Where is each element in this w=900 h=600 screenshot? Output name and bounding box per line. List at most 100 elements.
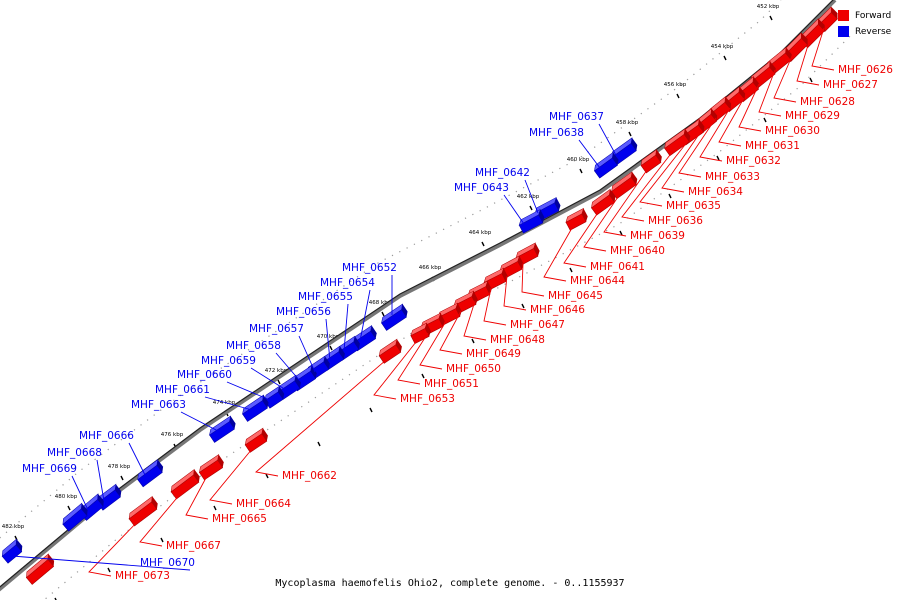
forward-gene-label: MHF_0647 (510, 319, 565, 331)
forward-label-leader (563, 210, 600, 268)
tick-mark (628, 131, 632, 137)
forward-label-leader (603, 169, 648, 237)
forward-label-leader (419, 322, 446, 370)
forward-label-leader (661, 129, 703, 193)
forward-gene-label: MHF_0634 (688, 186, 743, 198)
reverse-gene-block (62, 502, 88, 532)
reverse-swatch (838, 26, 849, 37)
legend: Forward Reverse (838, 8, 891, 40)
forward-gene-label: MHF_0641 (590, 261, 645, 273)
forward-gene-block (611, 171, 638, 200)
tick-mark (381, 311, 385, 317)
forward-label-leader (621, 150, 674, 222)
forward-label-leader (463, 300, 487, 341)
forward-label-leader (773, 55, 797, 103)
reverse-gene-block (1, 538, 23, 564)
tick-mark (769, 15, 773, 21)
reverse-gene-label: MHF_0661 (155, 384, 210, 396)
forward-gene-label: MHF_0650 (446, 363, 501, 375)
forward-label-leader (718, 97, 745, 147)
reverse-label-leader (71, 475, 89, 511)
forward-gene-label: MHF_0673 (115, 570, 170, 582)
forward-gene-label: MHF_0627 (823, 79, 878, 91)
forward-gene-label: MHF_0665 (212, 513, 267, 525)
legend-label-reverse: Reverse (855, 26, 892, 37)
forward-gene-block (378, 338, 402, 364)
reverse-label-leader (524, 179, 539, 214)
reverse-label-leader (275, 352, 301, 382)
tick-mark (277, 379, 281, 385)
forward-label-leader (738, 83, 762, 132)
forward-gene-label: MHF_0626 (838, 64, 893, 76)
forward-gene-label: MHF_0644 (570, 275, 625, 287)
forward-gene-label: MHF_0631 (745, 140, 800, 152)
forward-gene-block (128, 495, 158, 527)
tick-mark (529, 205, 533, 211)
forward-gene-block (565, 207, 588, 231)
tick-label: 472 kbp (265, 368, 288, 374)
forward-gene-label: MHF_0636 (648, 215, 703, 227)
forward-label-leader (796, 41, 820, 86)
forward-label-leader (811, 27, 835, 71)
forward-gene-block (591, 188, 616, 216)
reverse-gene-label: MHF_0663 (131, 399, 186, 411)
tick-mark (421, 373, 425, 379)
reverse-gene-label: MHF_0655 (298, 291, 353, 303)
tick-label: 466 kbp (419, 265, 442, 271)
tick-label: 458 kbp (616, 120, 639, 126)
forward-gene-label: MHF_0645 (548, 290, 603, 302)
tick-label: 454 kbp (711, 44, 734, 50)
reverse-gene-label: MHF_0643 (454, 182, 509, 194)
reverse-label-leader (343, 303, 349, 352)
outer-dotted-track (0, 0, 782, 539)
forward-gene-label: MHF_0639 (630, 230, 685, 242)
tick-label: 456 kbp (664, 82, 687, 88)
tick-mark (54, 597, 57, 600)
reverse-label-leader (128, 442, 147, 478)
tick-label: 470 kbp (317, 334, 340, 340)
forward-gene-block (170, 468, 200, 500)
legend-item-forward: Forward (838, 8, 891, 23)
tick-mark (107, 567, 111, 573)
reverse-gene-label: MHF_0638 (529, 127, 584, 139)
forward-gene-label: MHF_0653 (400, 393, 455, 405)
reverse-gene-block (264, 385, 285, 409)
tick-mark (265, 473, 269, 479)
reverse-label-leader (598, 123, 618, 158)
forward-gene-label: MHF_0651 (424, 378, 479, 390)
forward-label-leader (639, 140, 689, 207)
backbone-edge (0, 0, 834, 588)
reverse-label-leader (96, 459, 105, 502)
reverse-gene-label: MHF_0668 (47, 447, 102, 459)
tick-mark (569, 267, 573, 273)
forward-label-leader (209, 448, 253, 505)
tick-mark (668, 193, 672, 199)
reverse-gene-block (137, 459, 164, 488)
backbone-layer (0, 0, 837, 592)
reverse-gene-label: MHF_0669 (22, 463, 77, 475)
forward-gene-block (25, 553, 55, 585)
tick-mark (120, 475, 124, 481)
reverse-label-leader (298, 335, 316, 373)
forward-gene-block (244, 427, 268, 453)
reverse-label-leader (11, 555, 191, 571)
reverse-gene-label: MHF_0657 (249, 323, 304, 335)
reverse-gene-label: MHF_0660 (177, 369, 232, 381)
tick-mark (369, 407, 373, 413)
forward-label-leader (88, 519, 140, 577)
tick-mark (213, 505, 217, 511)
forward-gene-label: MHF_0630 (765, 125, 820, 137)
forward-gene-label: MHF_0646 (530, 304, 585, 316)
legend-item-reverse: Reverse (838, 24, 891, 39)
forward-gene-label: MHF_0664 (236, 498, 291, 510)
forward-label-leader (139, 492, 182, 547)
forward-gene-block (198, 454, 224, 481)
tick-label: 468 kbp (369, 300, 392, 306)
reverse-label-leader (180, 411, 221, 433)
forward-label-leader (373, 341, 417, 400)
gene-label-layer: MHF_0626 MHF_0627 MHF_0628 MHF_0629 MHF_0630… (11, 27, 893, 582)
tick-label: 482 kbp (2, 524, 25, 530)
reverse-gene-label: MHF_0658 (226, 340, 281, 352)
reverse-gene-label: MHF_0642 (475, 167, 530, 179)
